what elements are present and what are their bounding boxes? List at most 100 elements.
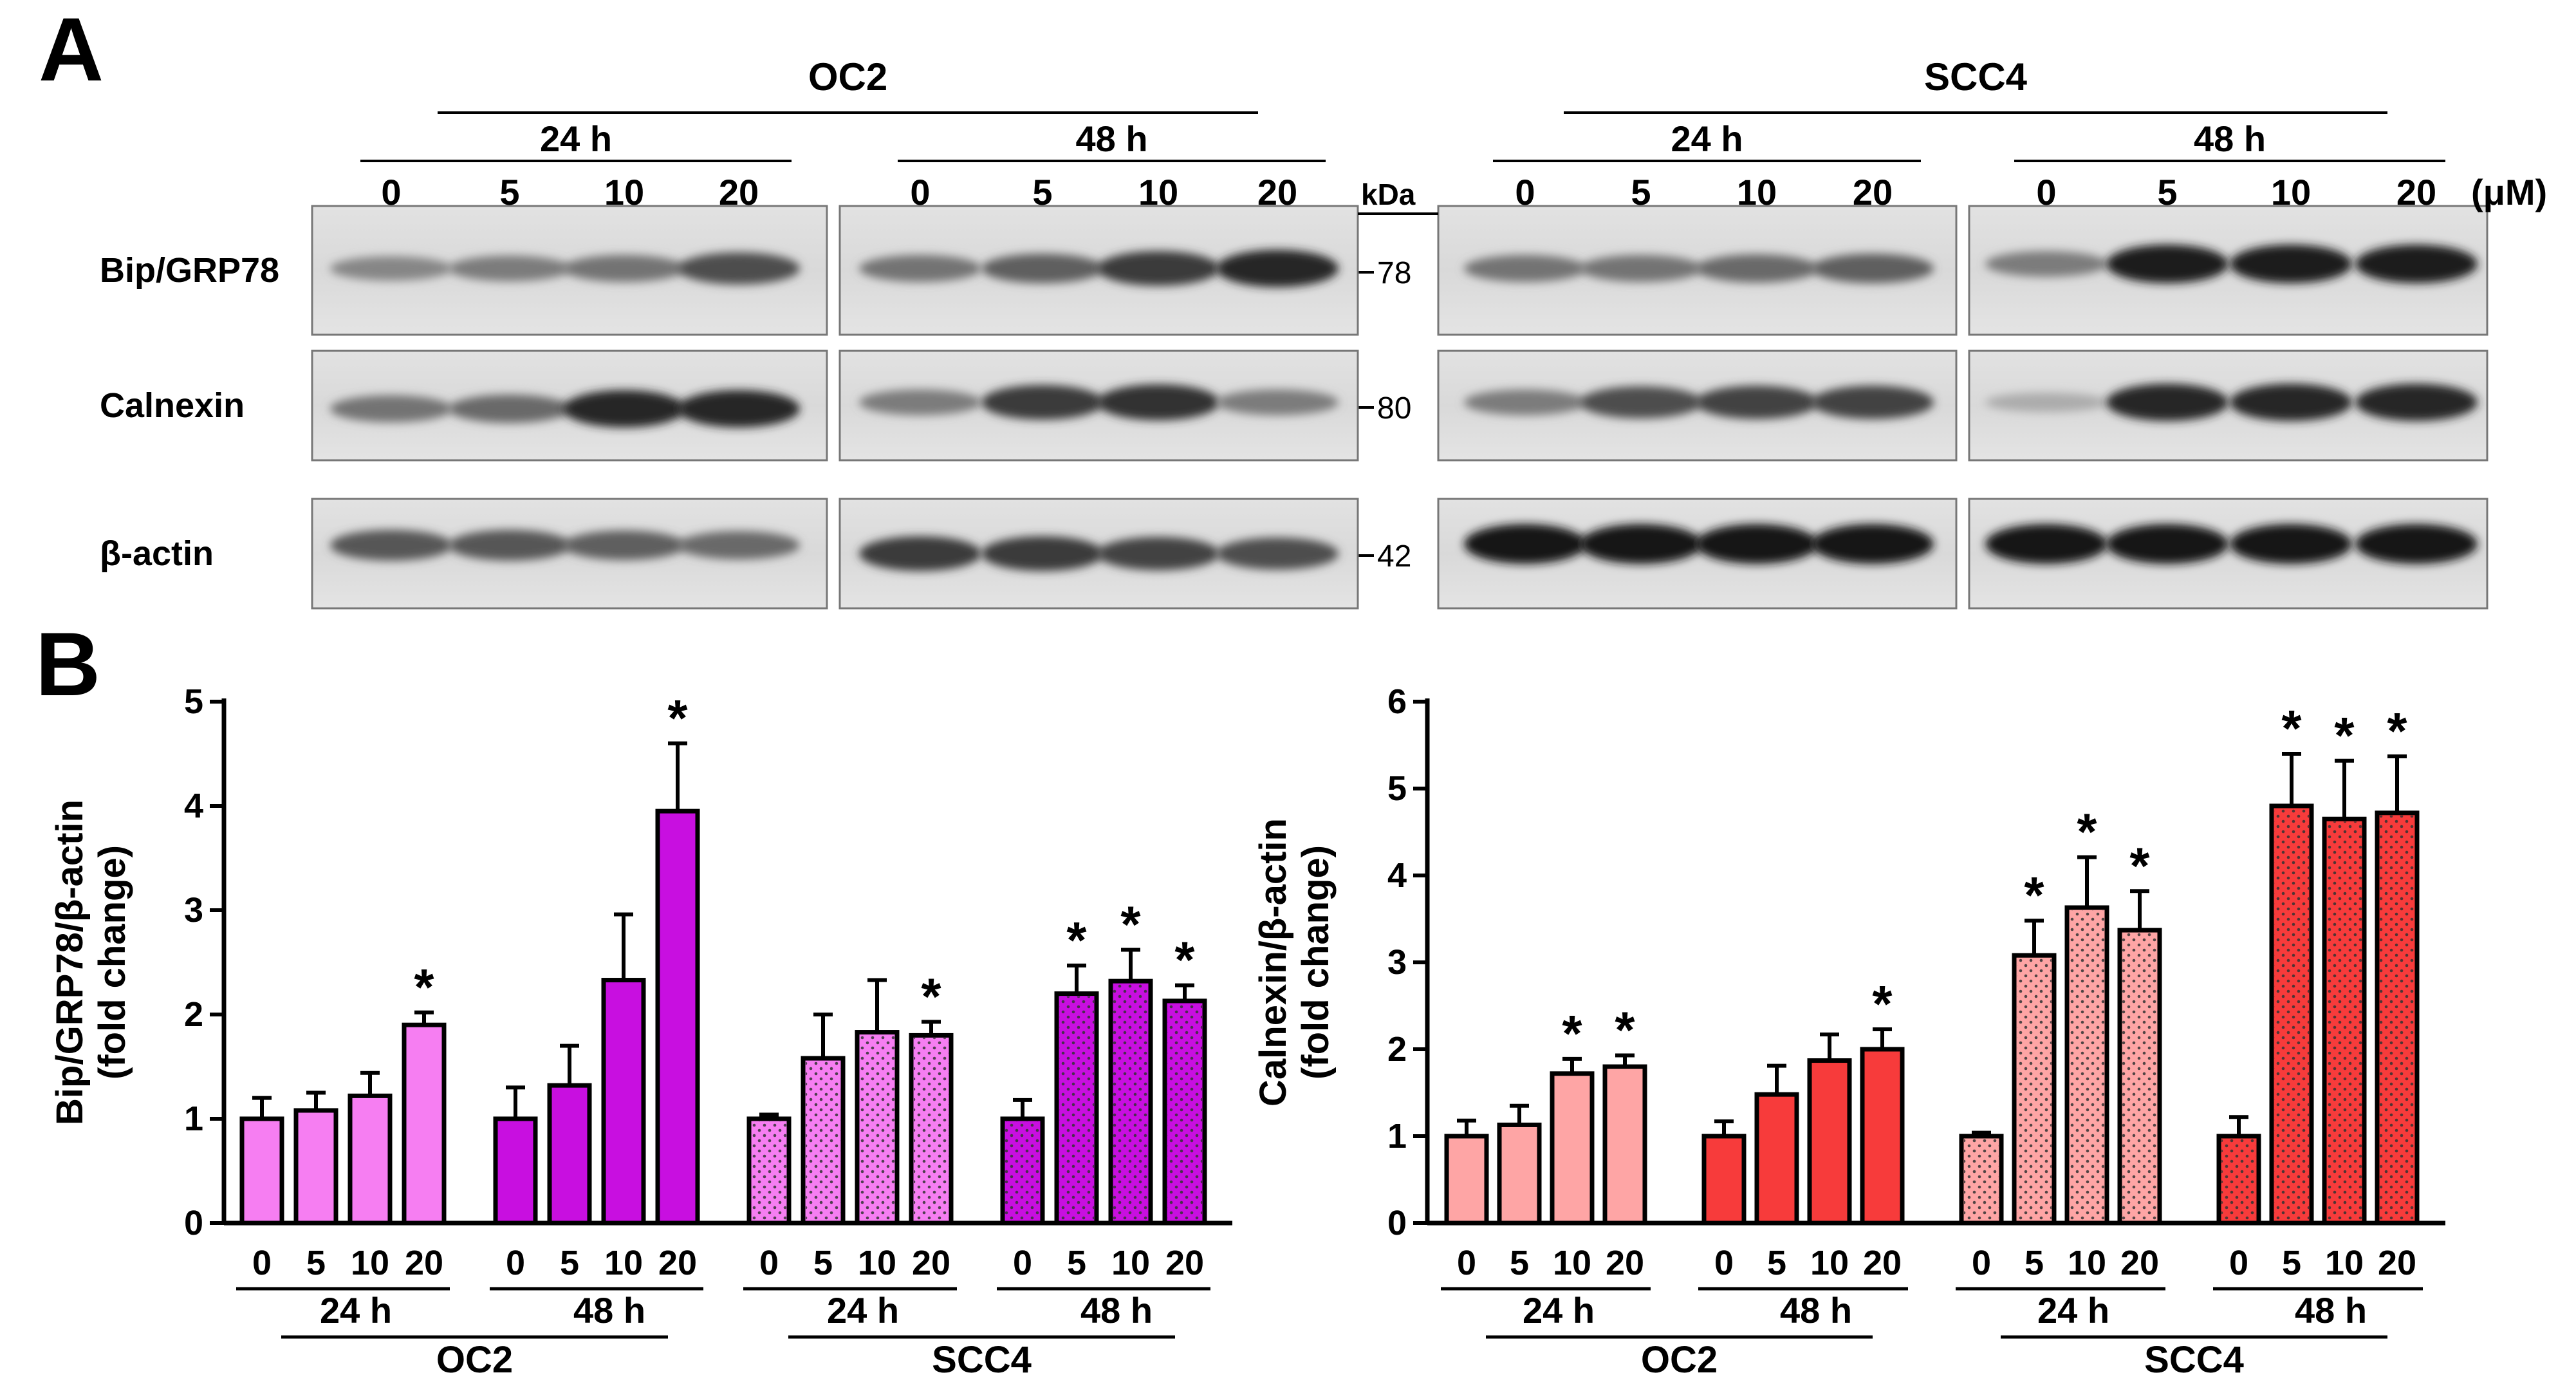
bar — [1444, 1134, 1489, 1226]
bar — [1860, 1047, 1905, 1226]
significance-asterisk: * — [2024, 866, 2044, 924]
protein-band — [2106, 384, 2229, 421]
bar-pattern — [806, 1061, 840, 1220]
protein-band — [1464, 524, 1586, 564]
time-label: 48 h — [2295, 1290, 2367, 1331]
protein-band — [1097, 537, 1219, 570]
significance-asterisk: * — [1615, 1001, 1635, 1058]
kda-value: 80 — [1377, 391, 1411, 425]
significance-asterisk: * — [1562, 1005, 1582, 1062]
y-tick-label: 2 — [184, 995, 203, 1034]
protein-band — [1216, 389, 1339, 415]
dose-label: 10 — [2271, 172, 2311, 212]
time-label: 24 h — [2037, 1290, 2109, 1331]
protein-band — [2230, 524, 2352, 564]
significance-asterisk: * — [2334, 707, 2355, 764]
bar-pattern — [860, 1034, 894, 1220]
y-tick-label: 1 — [1387, 1117, 1407, 1155]
protein-band — [563, 530, 685, 560]
dose-tick-label: 5 — [2025, 1244, 2044, 1282]
significance-asterisk: * — [1120, 896, 1141, 953]
protein-label: Bip/GRP78 — [100, 251, 279, 290]
dose-tick-label: 5 — [1067, 1244, 1086, 1282]
dose-tick-label: 5 — [1510, 1244, 1529, 1282]
significance-asterisk: * — [921, 968, 941, 1025]
dose-label: 0 — [910, 172, 930, 212]
y-tick-label: 5 — [184, 682, 203, 721]
dose-tick-label: 20 — [1863, 1244, 1902, 1282]
bar — [655, 809, 700, 1226]
y-tick-label: 4 — [184, 787, 203, 825]
protein-band — [449, 395, 571, 423]
western-blot-panel: Bip/GRP78 78 Calnexin 80 β-actin 42 kDa 0 5 10 20 0… — [100, 55, 2547, 610]
kda-header: kDa — [1361, 178, 1416, 211]
protein-band — [981, 536, 1104, 571]
protein-band — [1464, 389, 1586, 415]
protein-band — [1580, 524, 1702, 564]
protein-band — [330, 256, 452, 281]
time-label: 24 h — [540, 118, 612, 159]
kda-value: 78 — [1377, 256, 1411, 290]
y-tick-label: 4 — [1387, 856, 1407, 895]
dose-label: 0 — [1515, 172, 1535, 212]
bar — [547, 1083, 592, 1226]
protein-band — [1812, 386, 1934, 419]
protein-band — [859, 255, 981, 282]
panel-a-label: A — [39, 0, 104, 100]
protein-band — [563, 255, 685, 282]
y-tick-label: 2 — [1387, 1030, 1407, 1069]
protein-band — [981, 385, 1104, 420]
protein-label: β-actin — [100, 534, 214, 573]
dose-tick-label: 0 — [2229, 1244, 2248, 1282]
significance-asterisk: * — [1066, 912, 1087, 969]
y-tick-label: 3 — [1387, 943, 1407, 982]
protein-band — [2230, 384, 2352, 421]
protein-band — [678, 252, 800, 285]
bar-pattern — [1964, 1139, 1999, 1220]
protein-band — [2106, 524, 2229, 564]
y-axis-label: Bip/GRP78/β-actin(fold change) — [49, 799, 133, 1125]
time-label: 24 h — [320, 1290, 392, 1331]
dose-label: 10 — [1138, 172, 1178, 212]
protein-band — [330, 395, 452, 422]
dose-label: 5 — [1631, 172, 1651, 212]
time-label: 48 h — [1075, 118, 1147, 159]
dose-tick-label: 20 — [658, 1244, 697, 1282]
dose-tick-label: 0 — [1972, 1244, 1991, 1282]
time-label: 48 h — [1080, 1290, 1153, 1331]
significance-asterisk: * — [2077, 803, 2097, 861]
bar — [601, 978, 646, 1226]
bar — [493, 1116, 538, 1226]
bar — [1807, 1058, 1852, 1226]
dose-label: 0 — [381, 172, 401, 212]
protein-band — [449, 530, 571, 561]
protein-band — [1464, 255, 1586, 282]
dose-tick-label: 10 — [351, 1244, 389, 1282]
dose-tick-label: 10 — [1810, 1244, 1849, 1282]
dose-tick-label: 10 — [604, 1244, 643, 1282]
y-tick-label: 3 — [184, 891, 203, 930]
bar — [347, 1093, 393, 1226]
protein-label: Calnexin — [100, 386, 245, 425]
time-label: 48 h — [1780, 1290, 1852, 1331]
dose-unit-label: (μM) — [2471, 172, 2547, 212]
cell-line-label: SCC4 — [2144, 1339, 2244, 1381]
bar-pattern — [752, 1121, 786, 1220]
dose-tick-label: 10 — [1553, 1244, 1591, 1282]
protein-band — [1216, 538, 1339, 570]
dose-tick-label: 20 — [405, 1244, 443, 1282]
dose-tick-label: 5 — [813, 1244, 833, 1282]
dose-tick-label: 20 — [2120, 1244, 2159, 1282]
protein-band — [1812, 254, 1934, 283]
protein-band — [859, 536, 981, 571]
cell-line-label: SCC4 — [932, 1339, 1032, 1381]
protein-band — [2355, 524, 2478, 564]
significance-asterisk: * — [2387, 702, 2407, 760]
dose-label: 5 — [499, 172, 519, 212]
time-label: 24 h — [1671, 118, 1743, 159]
protein-band — [981, 254, 1104, 283]
bar — [1701, 1134, 1747, 1226]
protein-band — [678, 531, 800, 559]
dose-tick-label: 10 — [2325, 1244, 2364, 1282]
protein-band — [1097, 384, 1219, 420]
